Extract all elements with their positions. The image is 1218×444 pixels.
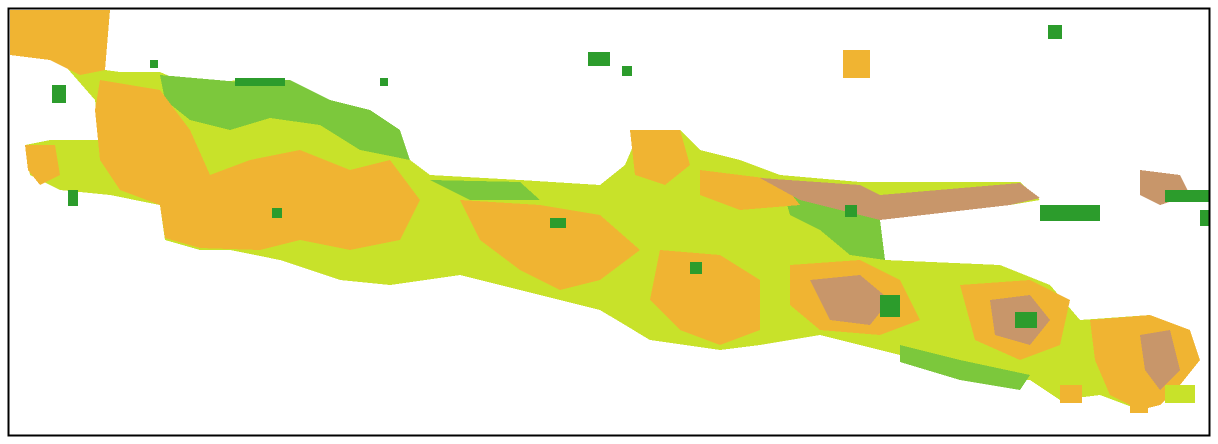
forest	[1015, 312, 1037, 328]
forest	[550, 218, 566, 228]
forest	[68, 190, 78, 206]
forest	[272, 208, 282, 218]
forest	[52, 85, 66, 103]
forest	[1040, 205, 1100, 221]
forest	[588, 52, 610, 66]
forest	[880, 295, 900, 317]
page	[0, 0, 1218, 444]
forest	[622, 66, 632, 76]
forest	[380, 78, 388, 86]
islet	[843, 50, 870, 78]
map	[0, 0, 1218, 444]
forest	[235, 78, 285, 86]
islet	[1165, 385, 1195, 403]
forest	[1048, 25, 1062, 39]
forest	[1165, 190, 1210, 202]
forest	[690, 262, 702, 274]
forest	[845, 205, 857, 217]
islet	[1130, 395, 1148, 413]
islet	[1060, 385, 1082, 403]
forest	[150, 60, 158, 68]
